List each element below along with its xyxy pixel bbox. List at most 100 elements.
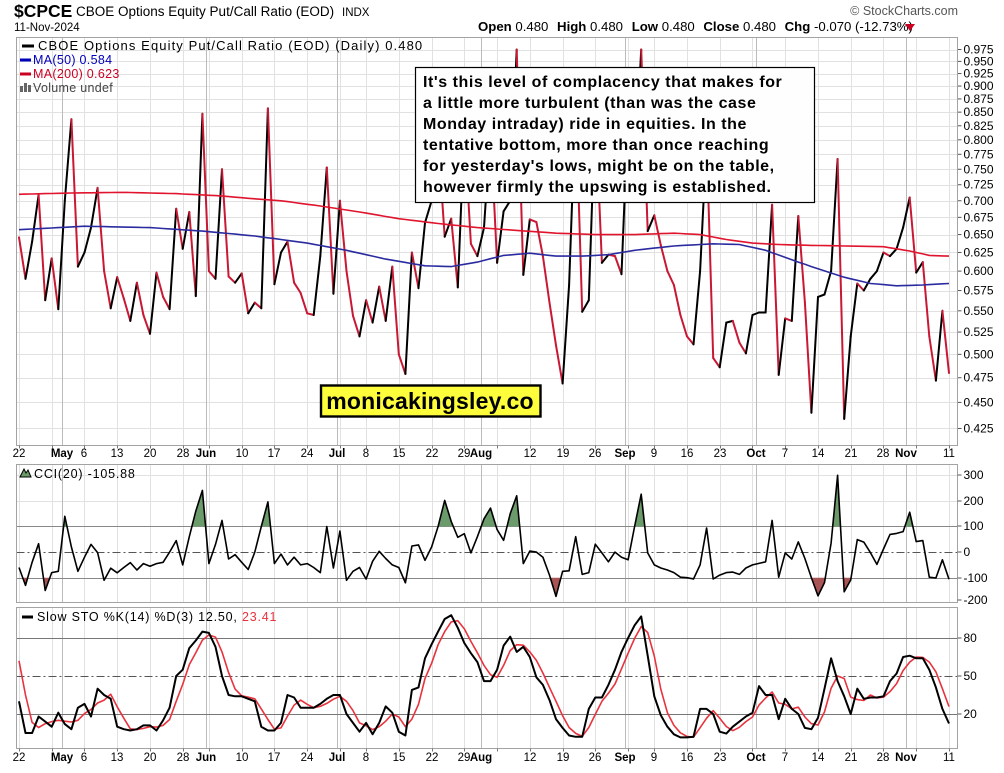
svg-text:28: 28	[177, 448, 190, 460]
svg-text:22: 22	[426, 752, 439, 764]
svg-text:20: 20	[144, 448, 157, 460]
svg-text:monicakingsley.co: monicakingsley.co	[326, 388, 534, 414]
svg-text:24: 24	[301, 752, 314, 764]
svg-text:$CPCE: $CPCE	[14, 1, 72, 21]
svg-text:22: 22	[13, 752, 26, 764]
svg-text:0.750: 0.750	[964, 162, 994, 176]
svg-text:10: 10	[236, 752, 249, 764]
svg-text:INDX: INDX	[342, 7, 370, 19]
svg-text:Sep: Sep	[614, 752, 635, 764]
svg-text:20: 20	[964, 707, 978, 721]
svg-text:12: 12	[524, 448, 537, 460]
svg-text:Monday intraday) ride in equit: Monday intraday) ride in equities. In th…	[423, 116, 747, 133]
svg-text:6: 6	[81, 752, 87, 764]
svg-text:Jul: Jul	[329, 448, 346, 460]
svg-text:0.850: 0.850	[964, 105, 994, 119]
svg-text:28: 28	[877, 448, 890, 460]
svg-text:14: 14	[812, 448, 825, 460]
svg-text:0.675: 0.675	[964, 210, 994, 224]
svg-text:0.975: 0.975	[964, 43, 994, 57]
svg-text:Nov: Nov	[895, 752, 917, 764]
svg-text:-200: -200	[964, 593, 988, 607]
svg-text:14: 14	[812, 752, 825, 764]
svg-text:24: 24	[301, 448, 314, 460]
svg-text:0.825: 0.825	[964, 119, 994, 133]
svg-text:Jul: Jul	[329, 752, 346, 764]
svg-text:Aug: Aug	[470, 752, 492, 764]
svg-text:15: 15	[393, 752, 406, 764]
svg-text:0.800: 0.800	[964, 133, 994, 147]
svg-text:Aug: Aug	[470, 448, 492, 460]
svg-text:0.700: 0.700	[964, 194, 994, 208]
svg-text:Oct: Oct	[746, 752, 765, 764]
svg-text:8: 8	[363, 752, 369, 764]
svg-text:9: 9	[651, 752, 657, 764]
svg-text:23: 23	[714, 448, 727, 460]
svg-text:300: 300	[964, 468, 984, 482]
svg-text:Open 0.480 High 0.480 Low 0.48: Open 0.480 High 0.480 Low 0.480 Close 0.…	[478, 19, 913, 34]
svg-text:Slow STO %K(14) %D(3) 12.50, 2: Slow STO %K(14) %D(3) 12.50, 23.41	[37, 610, 277, 624]
svg-text:29: 29	[458, 752, 471, 764]
svg-text:May: May	[51, 752, 74, 764]
svg-text:0.500: 0.500	[964, 347, 994, 361]
svg-text:17: 17	[268, 752, 281, 764]
svg-text:Sep: Sep	[614, 448, 635, 460]
svg-text:7: 7	[782, 448, 788, 460]
svg-text:26: 26	[589, 448, 602, 460]
svg-text:80: 80	[964, 631, 978, 645]
svg-text:9: 9	[651, 448, 657, 460]
svg-text:17: 17	[268, 448, 281, 460]
svg-text:22: 22	[13, 448, 26, 460]
svg-text:11: 11	[943, 752, 955, 764]
svg-text:200: 200	[964, 494, 984, 508]
svg-text:Oct: Oct	[746, 448, 765, 460]
svg-text:Jun: Jun	[196, 448, 216, 460]
svg-text:0.475: 0.475	[964, 371, 994, 385]
svg-text:21: 21	[845, 448, 858, 460]
svg-text:0.775: 0.775	[964, 147, 994, 161]
svg-text:6: 6	[81, 448, 87, 460]
svg-text:28: 28	[877, 752, 890, 764]
svg-text:29: 29	[458, 448, 471, 460]
svg-text:19: 19	[557, 752, 570, 764]
svg-text:-100: -100	[964, 571, 988, 585]
svg-text:for yesterday's lows, might be: for yesterday's lows, might be on the ta…	[423, 158, 775, 175]
svg-text:13: 13	[111, 752, 124, 764]
svg-text:© StockCharts.com: © StockCharts.com	[850, 4, 958, 18]
svg-text:11: 11	[943, 448, 955, 460]
svg-text:0.625: 0.625	[964, 245, 994, 259]
svg-text:0.725: 0.725	[964, 178, 994, 192]
svg-text:7: 7	[782, 752, 788, 764]
svg-text:0: 0	[964, 545, 971, 559]
svg-text:It's this level of complacency: It's this level of complacency that make…	[423, 74, 782, 91]
svg-text:0.600: 0.600	[964, 264, 994, 278]
svg-text:Nov: Nov	[895, 448, 917, 460]
svg-text:CBOE Options Equity Put/Call R: CBOE Options Equity Put/Call Ratio (EOD)…	[38, 38, 423, 53]
svg-text:May: May	[51, 448, 74, 460]
svg-text:0.875: 0.875	[964, 92, 994, 106]
svg-text:0.575: 0.575	[964, 284, 994, 298]
svg-text:0.900: 0.900	[964, 79, 994, 93]
svg-text:12: 12	[524, 752, 537, 764]
svg-text:MA(200) 0.623: MA(200) 0.623	[33, 67, 120, 81]
svg-text:0.925: 0.925	[964, 67, 994, 81]
svg-text:11-Nov-2024: 11-Nov-2024	[14, 22, 80, 34]
svg-text:a little more turbulent (than: a little more turbulent (than was the ca…	[423, 95, 756, 112]
svg-text:22: 22	[426, 448, 439, 460]
svg-text:0.425: 0.425	[964, 422, 994, 436]
svg-text:CBOE Options Equity Put/Call R: CBOE Options Equity Put/Call Ratio (EOD)	[76, 4, 334, 19]
svg-text:10: 10	[236, 448, 249, 460]
svg-text:0.525: 0.525	[964, 325, 994, 339]
svg-text:19: 19	[557, 448, 570, 460]
svg-text:15: 15	[393, 448, 406, 460]
svg-text:23: 23	[714, 752, 727, 764]
svg-text:28: 28	[177, 752, 190, 764]
svg-text:0.650: 0.650	[964, 228, 994, 242]
svg-text:MA(50) 0.584: MA(50) 0.584	[33, 53, 112, 67]
svg-text:Jun: Jun	[196, 752, 216, 764]
svg-text:21: 21	[845, 752, 858, 764]
svg-text:20: 20	[144, 752, 157, 764]
svg-text:13: 13	[111, 448, 124, 460]
svg-text:tentative bottom, more than on: tentative bottom, more than once reachin…	[423, 137, 769, 154]
svg-text:0.550: 0.550	[964, 304, 994, 318]
